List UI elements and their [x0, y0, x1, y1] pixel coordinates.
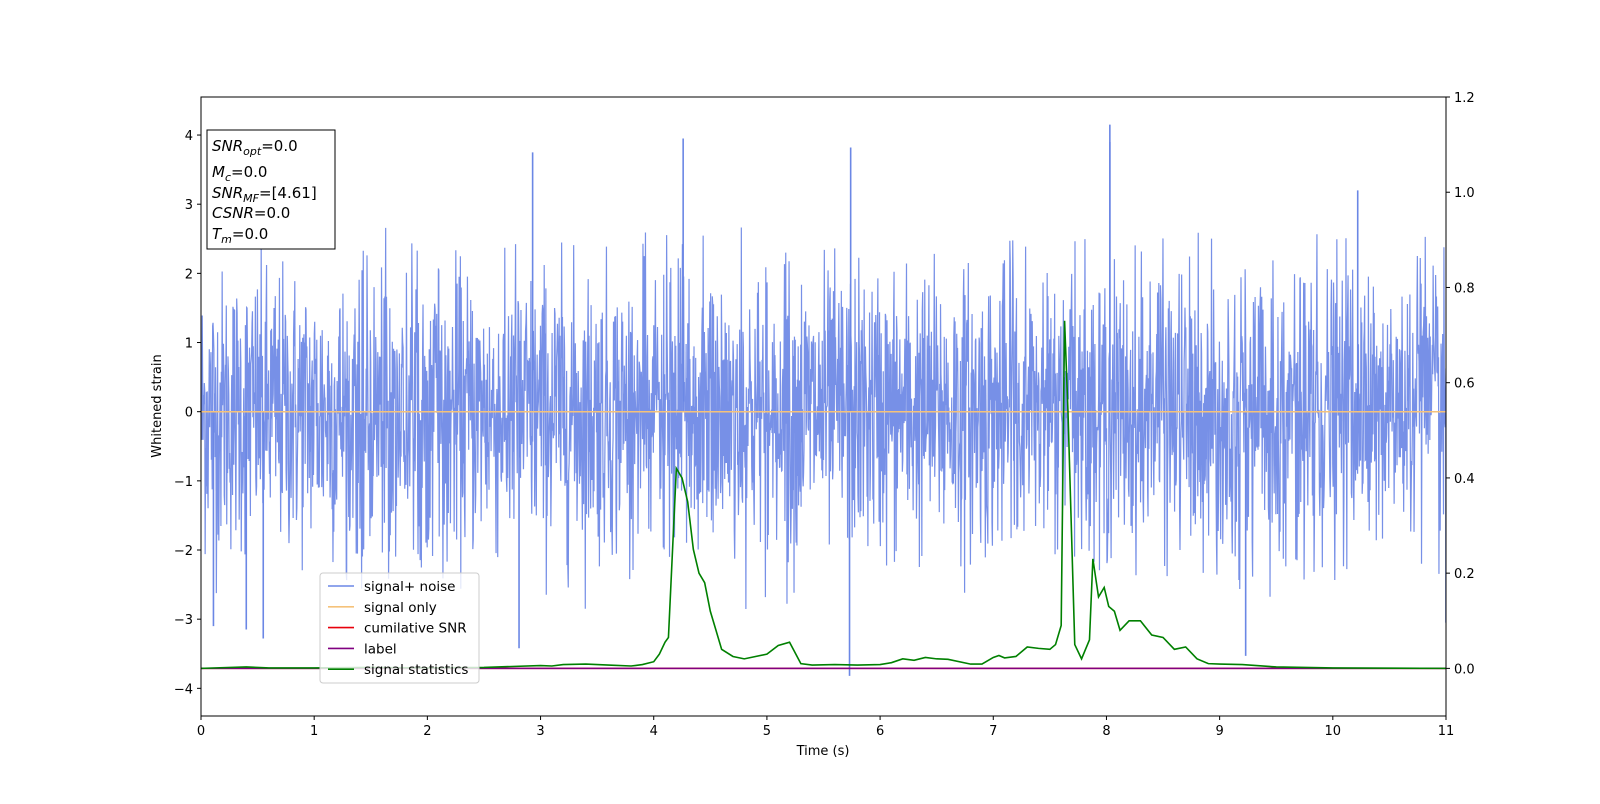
x-tick-label: 6: [876, 724, 884, 739]
y-axis-label: Whitened strain: [150, 354, 165, 457]
legend-label-label: label: [364, 641, 397, 657]
y-tick-label-right: 1.2: [1454, 91, 1475, 106]
x-tick-label: 9: [1215, 724, 1223, 739]
series-signal-statistics-line: [201, 320, 1446, 670]
series-signal-noise-line: [201, 227, 1446, 610]
y-tick-label-left: −2: [174, 544, 193, 559]
legend-signal-only-label: signal only: [364, 600, 437, 616]
y-tick-label-left: −1: [174, 475, 193, 490]
x-tick-label: 4: [650, 724, 658, 739]
legend-cumulative-snr-label: cumilative SNR: [364, 621, 467, 637]
x-tick-label: 3: [536, 724, 544, 739]
annotation-line: Tm=0.0: [212, 225, 268, 246]
annotation-line: Mc=0.0: [212, 163, 267, 184]
legend: signal+ noise signal only cumilative SNR la…: [319, 572, 480, 684]
annotation-line: SNRopt=0.0: [212, 137, 298, 158]
plot-frame: [200, 96, 1447, 717]
x-tick-label: 8: [1102, 724, 1110, 739]
annotation-line: SNRMF=[4.61]: [212, 184, 317, 205]
x-tick-label: 10: [1325, 724, 1342, 739]
legend-signal-noise-label: signal+ noise: [364, 579, 455, 595]
annotation-line: CSNR=0.0: [212, 204, 290, 222]
plot-area: [201, 124, 1446, 676]
y-tick-label-left: −3: [174, 613, 193, 628]
y-tick-label-left: 0: [185, 406, 193, 421]
y-tick-label-right: 0.4: [1454, 472, 1475, 487]
y-tick-label-left: 2: [185, 267, 193, 282]
x-tick-label: 2: [423, 724, 431, 739]
x-axis-label: Time (s): [796, 744, 850, 759]
x-tick-label: 1: [310, 724, 318, 739]
y-tick-label-left: 4: [185, 129, 193, 144]
y-tick-label-right: 1.0: [1454, 186, 1475, 201]
y-tick-label-right: 0.2: [1454, 567, 1475, 582]
y-tick-label-right: 0.6: [1454, 377, 1475, 392]
legend-frame: [319, 572, 480, 684]
x-tick-label: 0: [197, 724, 205, 739]
x-tick-label: 5: [763, 724, 771, 739]
legend-signal-statistics-label: signal statistics: [364, 662, 468, 678]
y-tick-label-left: 3: [185, 198, 193, 213]
axes: 0 1 2 3 4 5 6 7 8 9 10 11 −4 −3 −2 −1 0 1 2 3 4 0.0 0.2 0.4 0.6 0…: [174, 91, 1475, 739]
x-tick-label: 11: [1438, 724, 1455, 739]
y-tick-label-right: 0.8: [1454, 281, 1475, 296]
annotation-frame: [206, 129, 336, 250]
y-tick-label-right: 0.0: [1454, 662, 1475, 677]
x-tick-label: 7: [989, 724, 997, 739]
y-tick-label-left: 1: [185, 337, 193, 352]
y-tick-label-left: −4: [174, 682, 193, 697]
